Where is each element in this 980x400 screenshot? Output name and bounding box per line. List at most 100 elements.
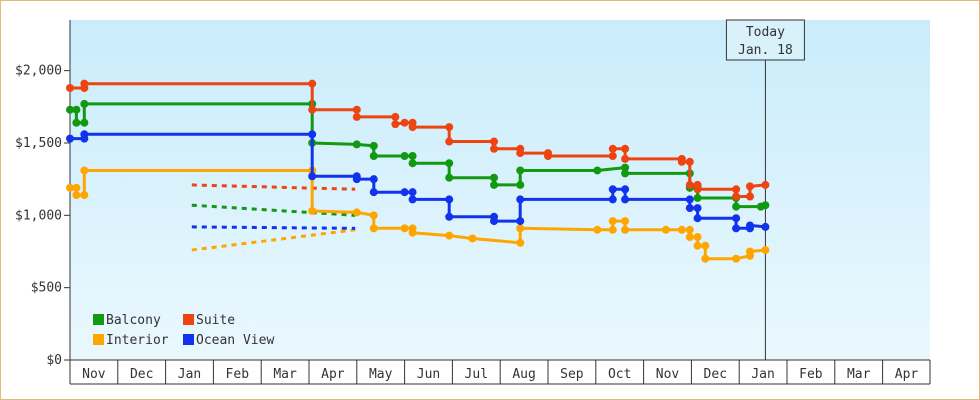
data-point-ocean-view [308, 172, 317, 181]
legend-item-interior: Interior [93, 333, 169, 348]
forecast-line-suite [191, 183, 356, 191]
data-point-interior [369, 224, 378, 233]
data-point-ocean-view [745, 221, 754, 230]
data-point-interior [516, 224, 525, 233]
data-point-interior [701, 241, 710, 250]
data-point-interior [369, 211, 378, 220]
data-point-interior [516, 238, 525, 247]
data-point-suite [66, 84, 74, 92]
data-point-ocean-view [308, 130, 317, 139]
x-tick-label: Apr [895, 367, 919, 382]
legend-swatch [183, 334, 194, 345]
data-point-suite [352, 112, 361, 121]
x-tick-label: Aug [512, 367, 535, 382]
data-point-ocean-view [693, 204, 702, 213]
legend-swatch [93, 334, 104, 345]
data-point-ocean-view [490, 217, 499, 226]
data-point-balcony [369, 152, 378, 160]
data-point-ocean-view [685, 204, 694, 213]
data-point-suite [732, 192, 741, 201]
x-tick-label: Apr [321, 367, 345, 382]
today-box [725, 19, 805, 61]
data-point-ocean-view [608, 185, 617, 194]
data-point-interior [608, 217, 617, 226]
data-point-interior [693, 233, 702, 242]
data-point-ocean-view [80, 130, 89, 139]
data-point-balcony [408, 152, 417, 160]
x-tick-label: Mar [273, 367, 297, 382]
data-point-suite [732, 185, 741, 194]
data-point-balcony [445, 159, 454, 168]
x-tick-label: Oct [608, 367, 631, 382]
data-point-interior [593, 225, 602, 234]
data-point-interior [661, 225, 670, 234]
y-tick-label: $500 [31, 281, 62, 296]
data-point-balcony [80, 99, 89, 108]
y-tick-label: $2,000 [15, 64, 62, 79]
data-point-balcony [80, 118, 89, 127]
data-point-interior [445, 231, 454, 240]
data-point-interior [677, 225, 686, 234]
data-point-ocean-view [516, 217, 525, 226]
x-tick-label: Feb [799, 367, 823, 382]
data-point-suite [80, 79, 89, 88]
data-point-interior [308, 206, 317, 215]
forecast-line-ocean-view [191, 225, 356, 230]
y-tick-label: $1,000 [15, 208, 62, 223]
data-point-interior [468, 234, 477, 243]
data-point-balcony [516, 166, 525, 175]
x-tick-label: Jan [178, 367, 201, 382]
data-point-suite [745, 192, 754, 201]
series-interior [66, 166, 770, 263]
data-point-interior [400, 224, 409, 233]
data-point-suite [308, 105, 317, 114]
data-point-balcony [761, 201, 770, 210]
data-point-interior [621, 217, 630, 226]
series-suite [66, 79, 770, 201]
x-tick-label: Dec [704, 367, 727, 382]
data-point-balcony [352, 140, 361, 149]
data-point-balcony [490, 180, 499, 189]
data-point-interior [80, 191, 89, 200]
forecast-line-interior [191, 228, 356, 252]
data-point-balcony [732, 202, 741, 211]
data-point-ocean-view [732, 214, 741, 223]
data-point-ocean-view [408, 188, 417, 197]
data-point-balcony [400, 152, 409, 160]
x-tick-label: Feb [226, 367, 250, 382]
x-tick-label: Dec [130, 367, 153, 382]
data-point-ocean-view [369, 188, 378, 197]
data-point-ocean-view [693, 214, 702, 223]
data-point-ocean-view [369, 175, 378, 184]
data-point-balcony [593, 166, 602, 175]
data-point-ocean-view [685, 195, 694, 204]
data-point-ocean-view [445, 195, 454, 204]
data-point-ocean-view [516, 195, 525, 204]
data-point-suite [544, 152, 552, 160]
data-point-suite [391, 112, 400, 121]
legend-label: Ocean View [196, 333, 274, 348]
data-point-suite [685, 157, 694, 166]
legend-label: Interior [106, 333, 169, 348]
today-label-line1: Today [746, 25, 785, 40]
data-point-ocean-view [621, 195, 630, 204]
data-point-suite [745, 182, 754, 191]
data-point-suite [685, 180, 694, 189]
data-point-suite [621, 154, 630, 163]
data-point-interior [66, 183, 74, 192]
data-point-interior [72, 191, 81, 200]
data-point-balcony [621, 169, 630, 178]
data-point-suite [608, 152, 617, 160]
y-tick-label: $1,500 [15, 136, 62, 151]
legend-item-ocean-view: Ocean View [183, 333, 274, 348]
data-point-interior [685, 225, 694, 234]
data-point-balcony [445, 173, 454, 182]
data-point-interior [693, 241, 702, 250]
y-tick-label: $0 [46, 353, 62, 368]
data-point-balcony [621, 163, 630, 172]
forecast-line-balcony [191, 203, 356, 217]
data-point-suite [677, 157, 686, 166]
legend-item-balcony: Balcony [93, 313, 161, 328]
data-point-ocean-view [732, 224, 741, 233]
data-point-ocean-view [66, 134, 74, 143]
